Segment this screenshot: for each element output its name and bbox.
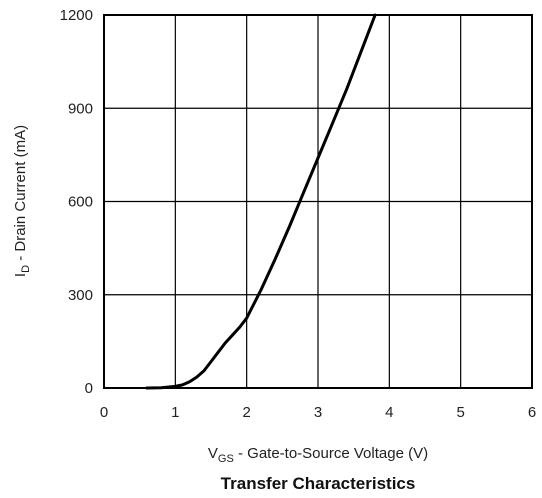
grid	[104, 15, 532, 388]
series-group	[145, 13, 377, 390]
x-tick-label-5: 5	[456, 404, 464, 421]
x-tick-label-0: 0	[100, 404, 108, 421]
x-tick-label-4: 4	[385, 404, 393, 421]
x-axis-label-subscript: GS	[218, 453, 234, 465]
y-tick-label-600: 600	[68, 194, 93, 211]
chart-title: Transfer Characteristics	[221, 474, 416, 493]
y-tick-label-1200: 1200	[60, 7, 93, 24]
x-axis-label: VGS - Gate-to-Source Voltage (V)	[208, 445, 428, 465]
plot-frame	[103, 14, 533, 389]
x-tick-labels: 0 1 2 3 4 5 6	[100, 404, 536, 421]
x-tick-label-1: 1	[171, 404, 179, 421]
x-tick-label-2: 2	[242, 404, 250, 421]
x-axis-label-text: - Gate-to-Source Voltage (V)	[234, 445, 428, 462]
y-tick-label-900: 900	[68, 100, 93, 117]
y-axis-label: ID - Drain Current (mA)	[12, 125, 32, 277]
series-line-0	[145, 13, 377, 390]
y-tick-labels: 0 300 600 900 1200	[60, 7, 93, 397]
y-axis-label-subscript: D	[20, 265, 32, 273]
y-tick-label-0: 0	[85, 380, 93, 397]
x-axis-label-symbol: V	[208, 445, 218, 462]
y-axis-label-text: - Drain Current (mA)	[12, 125, 29, 265]
y-tick-label-300: 300	[68, 287, 93, 304]
x-tick-label-6: 6	[528, 404, 536, 421]
x-tick-label-3: 3	[314, 404, 322, 421]
y-axis-label-symbol: I	[12, 273, 29, 277]
